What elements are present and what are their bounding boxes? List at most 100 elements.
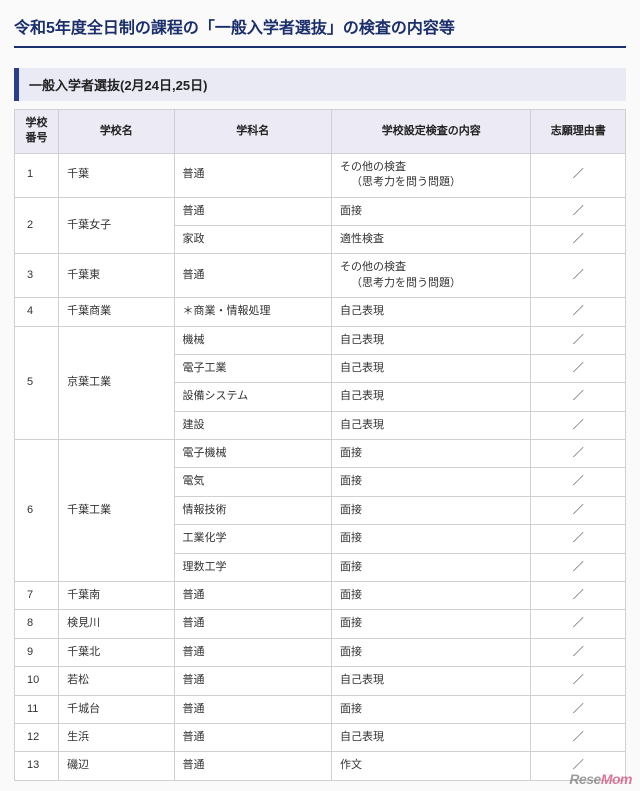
cell-school-name: 若松: [59, 667, 174, 695]
cell-school-name: 検見川: [59, 610, 174, 638]
cell-school-num: 10: [15, 667, 59, 695]
cell-reason: ／: [531, 225, 626, 253]
col-header-num: 学校 番号: [15, 110, 59, 154]
cell-exam: 自己表現: [332, 667, 531, 695]
page-title: 令和5年度全日制の課程の「一般入学者選抜」の検査の内容等: [14, 14, 626, 48]
cell-exam: 面接: [332, 582, 531, 610]
cell-exam: 面接: [332, 440, 531, 468]
cell-exam: 面接: [332, 525, 531, 553]
cell-dept: 普通: [174, 254, 331, 298]
cell-reason: ／: [531, 695, 626, 723]
table-row: 6千葉工業電子機械面接／: [15, 440, 626, 468]
cell-exam: 自己表現: [332, 354, 531, 382]
cell-dept: 普通: [174, 695, 331, 723]
cell-school-name: 磯辺: [59, 752, 174, 780]
cell-reason: ／: [531, 525, 626, 553]
cell-exam: その他の検査（思考力を問う問題）: [332, 153, 531, 197]
exam-table: 学校 番号 学校名 学科名 学校設定検査の内容 志願理由書 1千葉普通その他の検…: [14, 109, 626, 781]
cell-school-num: 1: [15, 153, 59, 197]
table-row: 11千城台普通面接／: [15, 695, 626, 723]
watermark: ReseMom: [569, 771, 632, 787]
cell-school-name: 千葉商業: [59, 298, 174, 326]
cell-school-num: 13: [15, 752, 59, 780]
cell-school-num: 8: [15, 610, 59, 638]
cell-reason: ／: [531, 468, 626, 496]
cell-school-num: 2: [15, 197, 59, 254]
section-heading: 一般入学者選抜(2月24日,25日): [14, 68, 626, 101]
cell-school-name: 千葉東: [59, 254, 174, 298]
cell-dept: 情報技術: [174, 496, 331, 524]
cell-dept: ＊商業・情報処理: [174, 298, 331, 326]
col-header-school: 学校名: [59, 110, 174, 154]
table-row: 13磯辺普通作文／: [15, 752, 626, 780]
table-row: 7千葉南普通面接／: [15, 582, 626, 610]
cell-exam-sub: （思考力を問う問題）: [340, 175, 522, 190]
table-row: 8検見川普通面接／: [15, 610, 626, 638]
cell-reason: ／: [531, 610, 626, 638]
cell-reason: ／: [531, 354, 626, 382]
cell-exam: 自己表現: [332, 383, 531, 411]
cell-reason: ／: [531, 723, 626, 751]
cell-dept: 工業化学: [174, 525, 331, 553]
cell-dept: 理数工学: [174, 553, 331, 581]
cell-exam: 自己表現: [332, 298, 531, 326]
cell-school-num: 6: [15, 440, 59, 582]
cell-dept: 機械: [174, 326, 331, 354]
cell-school-num: 3: [15, 254, 59, 298]
cell-reason: ／: [531, 197, 626, 225]
cell-exam: 面接: [332, 553, 531, 581]
cell-school-num: 9: [15, 638, 59, 666]
cell-exam: 自己表現: [332, 723, 531, 751]
cell-exam: 作文: [332, 752, 531, 780]
cell-exam-sub: （思考力を問う問題）: [340, 276, 522, 291]
cell-school-name: 生浜: [59, 723, 174, 751]
cell-dept: 電気: [174, 468, 331, 496]
cell-dept: 設備システム: [174, 383, 331, 411]
cell-dept: 普通: [174, 153, 331, 197]
col-header-exam: 学校設定検査の内容: [332, 110, 531, 154]
cell-school-name: 千葉女子: [59, 197, 174, 254]
table-row: 5京葉工業機械自己表現／: [15, 326, 626, 354]
cell-reason: ／: [531, 553, 626, 581]
cell-school-name: 千葉北: [59, 638, 174, 666]
col-header-dept: 学科名: [174, 110, 331, 154]
table-row: 10若松普通自己表現／: [15, 667, 626, 695]
cell-reason: ／: [531, 254, 626, 298]
cell-dept: 普通: [174, 723, 331, 751]
cell-reason: ／: [531, 326, 626, 354]
cell-exam: 自己表現: [332, 326, 531, 354]
cell-exam: その他の検査（思考力を問う問題）: [332, 254, 531, 298]
cell-school-num: 7: [15, 582, 59, 610]
cell-exam: 適性検査: [332, 225, 531, 253]
cell-reason: ／: [531, 153, 626, 197]
cell-school-name: 千葉: [59, 153, 174, 197]
cell-dept: 家政: [174, 225, 331, 253]
cell-exam: 面接: [332, 496, 531, 524]
watermark-text-a: Rese: [569, 771, 600, 787]
cell-reason: ／: [531, 667, 626, 695]
cell-reason: ／: [531, 496, 626, 524]
table-row: 1千葉普通その他の検査（思考力を問う問題）／: [15, 153, 626, 197]
cell-reason: ／: [531, 298, 626, 326]
cell-reason: ／: [531, 440, 626, 468]
watermark-text-b: Mom: [601, 771, 632, 787]
cell-exam: 自己表現: [332, 411, 531, 439]
cell-dept: 電子工業: [174, 354, 331, 382]
cell-exam: 面接: [332, 468, 531, 496]
cell-exam: 面接: [332, 610, 531, 638]
table-row: 12生浜普通自己表現／: [15, 723, 626, 751]
cell-school-name: 京葉工業: [59, 326, 174, 440]
cell-dept: 普通: [174, 752, 331, 780]
table-row: 4千葉商業＊商業・情報処理自己表現／: [15, 298, 626, 326]
cell-reason: ／: [531, 582, 626, 610]
cell-school-num: 11: [15, 695, 59, 723]
cell-dept: 普通: [174, 667, 331, 695]
table-row: 9千葉北普通面接／: [15, 638, 626, 666]
cell-dept: 普通: [174, 610, 331, 638]
cell-school-name: 千葉工業: [59, 440, 174, 582]
cell-school-num: 5: [15, 326, 59, 440]
cell-school-num: 4: [15, 298, 59, 326]
cell-reason: ／: [531, 383, 626, 411]
document-page: 令和5年度全日制の課程の「一般入学者選抜」の検査の内容等 一般入学者選抜(2月2…: [0, 0, 640, 791]
cell-dept: 建設: [174, 411, 331, 439]
